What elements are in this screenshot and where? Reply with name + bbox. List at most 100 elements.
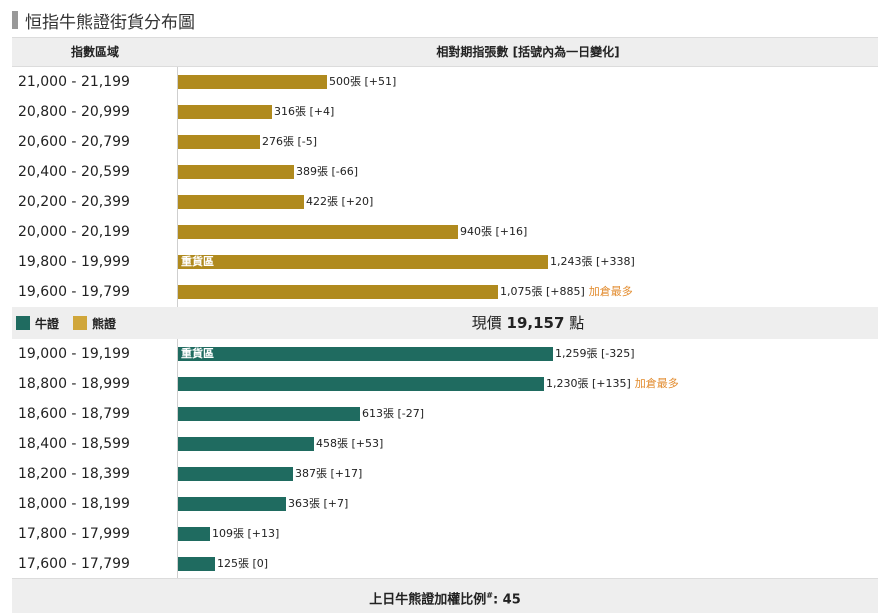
bar-value-label: 1,243張 [+338] bbox=[550, 254, 635, 270]
range-label: 17,600 - 17,799 bbox=[18, 556, 130, 572]
bull-bar bbox=[178, 557, 215, 571]
bar-value-text: 1,075張 [+885] bbox=[500, 285, 585, 298]
bar-value-label: 1,075張 [+885] 加倉最多 bbox=[500, 284, 633, 300]
bar-value-text: 458張 [+53] bbox=[316, 437, 384, 450]
column-divider-top bbox=[177, 67, 178, 307]
bear-bar bbox=[178, 75, 327, 89]
page-title: 恒指牛熊證街貨分布圖 bbox=[25, 12, 195, 33]
bar-value-text: 1,259張 [-325] bbox=[555, 347, 635, 360]
bear-bar bbox=[178, 285, 498, 299]
bear-bar bbox=[178, 225, 458, 239]
bull-bar bbox=[178, 467, 293, 481]
legend-bull: 牛證 bbox=[16, 315, 59, 332]
price-prefix: 現價 bbox=[471, 314, 502, 332]
bar-value-text: 276張 [-5] bbox=[262, 135, 318, 148]
footer-value: : 45 bbox=[492, 592, 521, 608]
bar-value-text: 613張 [-27] bbox=[362, 407, 425, 420]
legend: 牛證 熊證 bbox=[16, 307, 130, 339]
bear-row: 20,600 - 20,799 276張 [-5] bbox=[12, 127, 878, 157]
footer-label: 上日牛熊證加權比例 bbox=[369, 592, 487, 608]
bull-row: 18,600 - 18,799 613張 [-27] bbox=[12, 399, 878, 429]
most-increase-tag: 加倉最多 bbox=[634, 377, 679, 390]
bear-bar bbox=[178, 165, 294, 179]
bull-bar: 重貨區 bbox=[178, 347, 553, 361]
bar-value-label: 458張 [+53] bbox=[316, 436, 383, 452]
bear-bar: 重貨區 bbox=[178, 255, 548, 269]
header-bars: 相對期指張數 [括號內為一日變化] bbox=[436, 45, 620, 59]
range-label: 19,000 - 19,199 bbox=[18, 346, 130, 362]
heavy-zone-tag: 重貨區 bbox=[181, 255, 214, 268]
legend-bear-label: 熊證 bbox=[92, 316, 117, 331]
bar-value-text: 1,230張 [+135] bbox=[546, 377, 631, 390]
range-label: 20,600 - 20,799 bbox=[18, 134, 130, 150]
heavy-zone-tag: 重貨區 bbox=[181, 347, 214, 360]
page-title-row: 恒指牛熊證街貨分布圖 bbox=[12, 8, 195, 33]
table-header: 指數區域 相對期指張數 [括號內為一日變化] bbox=[12, 37, 878, 67]
bear-bar bbox=[178, 105, 272, 119]
bar-value-text: 387張 [+17] bbox=[295, 467, 363, 480]
current-price: 現價 19,157 點 bbox=[178, 307, 878, 339]
legend-bull-label: 牛證 bbox=[35, 316, 60, 331]
bar-value-label: 1,230張 [+135] 加倉最多 bbox=[546, 376, 679, 392]
range-label: 20,800 - 20,999 bbox=[18, 104, 130, 120]
bear-row: 19,800 - 19,999 重貨區 1,243張 [+338] bbox=[12, 247, 878, 277]
bar-value-text: 422張 [+20] bbox=[306, 195, 374, 208]
bar-value-text: 940張 [+16] bbox=[460, 225, 528, 238]
range-label: 20,200 - 20,399 bbox=[18, 194, 130, 210]
bear-row: 20,000 - 20,199 940張 [+16] bbox=[12, 217, 878, 247]
bar-value-label: 387張 [+17] bbox=[295, 466, 362, 482]
range-label: 20,000 - 20,199 bbox=[18, 224, 130, 240]
legend-bull-swatch bbox=[16, 316, 30, 330]
header-range: 指數區域 bbox=[70, 45, 119, 59]
bar-value-label: 125張 [0] bbox=[217, 556, 268, 572]
price-value: 19,157 bbox=[506, 314, 565, 332]
bar-value-label: 613張 [-27] bbox=[362, 406, 424, 422]
bar-value-label: 316張 [+4] bbox=[274, 104, 334, 120]
bull-bar bbox=[178, 437, 314, 451]
bull-bar bbox=[178, 527, 210, 541]
title-accent-bar bbox=[12, 11, 18, 29]
bull-row: 19,000 - 19,199 重貨區 1,259張 [-325] bbox=[12, 339, 878, 369]
bar-value-text: 109張 [+13] bbox=[212, 527, 280, 540]
footer-ratio: 上日牛熊證加權比例#: 45 bbox=[12, 578, 878, 613]
bear-row: 20,200 - 20,399 422張 [+20] bbox=[12, 187, 878, 217]
bar-value-text: 125張 [0] bbox=[217, 557, 269, 570]
bull-bar bbox=[178, 407, 360, 421]
bar-value-label: 389張 [-66] bbox=[296, 164, 358, 180]
footer-sup: # bbox=[486, 591, 493, 600]
price-suffix: 點 bbox=[569, 314, 585, 332]
range-label: 18,600 - 18,799 bbox=[18, 406, 130, 422]
range-label: 19,600 - 19,799 bbox=[18, 284, 130, 300]
bull-bar bbox=[178, 497, 286, 511]
bar-value-label: 1,259張 [-325] bbox=[555, 346, 635, 362]
legend-bear-swatch bbox=[73, 316, 88, 330]
bull-row: 17,800 - 17,999 109張 [+13] bbox=[12, 519, 878, 549]
bull-row: 17,600 - 17,799 125張 [0] bbox=[12, 549, 878, 579]
bar-value-text: 500張 [+51] bbox=[329, 75, 397, 88]
bull-row: 18,000 - 18,199 363張 [+7] bbox=[12, 489, 878, 519]
bear-row: 20,800 - 20,999 316張 [+4] bbox=[12, 97, 878, 127]
bear-row: 21,000 - 21,199 500張 [+51] bbox=[12, 67, 878, 97]
bear-row: 19,600 - 19,799 1,075張 [+885] 加倉最多 bbox=[12, 277, 878, 307]
bull-row: 18,200 - 18,399 387張 [+17] bbox=[12, 459, 878, 489]
bar-value-label: 363張 [+7] bbox=[288, 496, 348, 512]
bar-value-label: 422張 [+20] bbox=[306, 194, 373, 210]
range-label: 18,800 - 18,999 bbox=[18, 376, 130, 392]
legend-bear: 熊證 bbox=[73, 315, 116, 332]
range-label: 18,400 - 18,599 bbox=[18, 436, 130, 452]
bar-value-label: 940張 [+16] bbox=[460, 224, 527, 240]
bear-bar bbox=[178, 195, 304, 209]
range-label: 17,800 - 17,999 bbox=[18, 526, 130, 542]
range-label: 21,000 - 21,199 bbox=[18, 74, 130, 90]
range-label: 20,400 - 20,599 bbox=[18, 164, 130, 180]
range-label: 18,000 - 18,199 bbox=[18, 496, 130, 512]
range-label: 18,200 - 18,399 bbox=[18, 466, 130, 482]
bull-row: 18,400 - 18,599 458張 [+53] bbox=[12, 429, 878, 459]
bar-value-text: 1,243張 [+338] bbox=[550, 255, 635, 268]
bear-bar bbox=[178, 135, 260, 149]
range-label: 19,800 - 19,999 bbox=[18, 254, 130, 270]
bar-value-label: 109張 [+13] bbox=[212, 526, 279, 542]
bar-value-label: 500張 [+51] bbox=[329, 74, 396, 90]
bull-bar bbox=[178, 377, 544, 391]
price-row: 牛證 熊證 現價 19,157 點 bbox=[12, 307, 878, 339]
